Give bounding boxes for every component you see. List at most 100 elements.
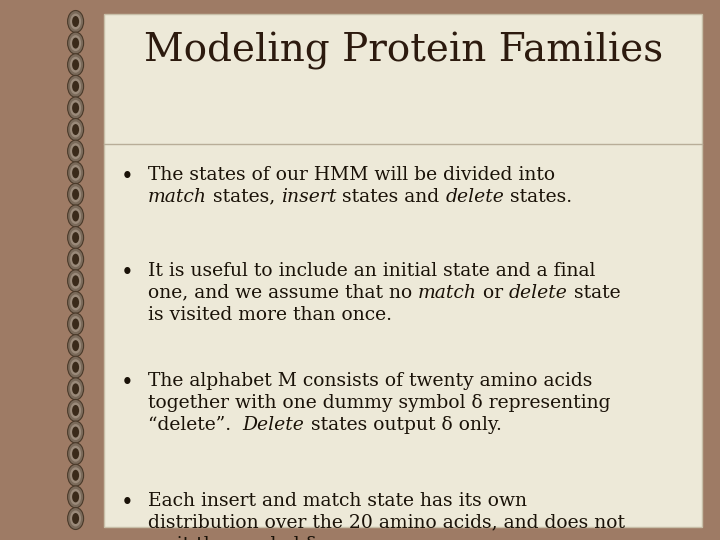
Ellipse shape	[68, 270, 84, 292]
Ellipse shape	[72, 491, 79, 502]
Text: states.: states.	[504, 187, 572, 206]
Text: Delete: Delete	[243, 415, 305, 434]
Ellipse shape	[70, 165, 81, 181]
Ellipse shape	[68, 292, 84, 313]
Ellipse shape	[70, 100, 81, 116]
Ellipse shape	[70, 57, 81, 73]
Ellipse shape	[72, 189, 79, 200]
Ellipse shape	[68, 248, 84, 270]
Text: match: match	[418, 284, 477, 301]
Ellipse shape	[72, 232, 79, 243]
Text: •: •	[120, 261, 133, 284]
Text: match: match	[148, 187, 207, 206]
Text: •: •	[120, 372, 133, 394]
Ellipse shape	[68, 443, 84, 465]
Ellipse shape	[72, 16, 79, 27]
Ellipse shape	[72, 340, 79, 351]
Ellipse shape	[68, 184, 84, 205]
Ellipse shape	[72, 81, 79, 92]
Text: emit the symbol δ.: emit the symbol δ.	[148, 536, 323, 540]
Text: Modeling Protein Families: Modeling Protein Families	[143, 31, 663, 70]
Ellipse shape	[70, 510, 81, 526]
Text: distribution over the 20 amino acids, and does not: distribution over the 20 amino acids, an…	[148, 514, 625, 531]
Ellipse shape	[68, 97, 84, 119]
Ellipse shape	[72, 124, 79, 135]
Ellipse shape	[68, 313, 84, 335]
Ellipse shape	[68, 508, 84, 530]
Ellipse shape	[72, 513, 79, 524]
Text: Each insert and match state has its own: Each insert and match state has its own	[148, 491, 526, 510]
FancyBboxPatch shape	[104, 14, 702, 526]
Ellipse shape	[72, 362, 79, 373]
Ellipse shape	[70, 381, 81, 397]
Text: •: •	[120, 491, 133, 514]
Ellipse shape	[68, 464, 84, 487]
Ellipse shape	[70, 143, 81, 159]
Ellipse shape	[68, 162, 84, 184]
Text: delete: delete	[446, 187, 504, 206]
Ellipse shape	[70, 402, 81, 418]
Ellipse shape	[72, 275, 79, 286]
Ellipse shape	[68, 75, 84, 97]
Text: one, and we assume that no: one, and we assume that no	[148, 284, 418, 301]
Ellipse shape	[70, 230, 81, 246]
Text: The states of our HMM will be divided into: The states of our HMM will be divided in…	[148, 165, 554, 184]
Ellipse shape	[68, 119, 84, 140]
Text: •: •	[120, 165, 133, 187]
Ellipse shape	[72, 319, 79, 329]
Ellipse shape	[72, 211, 79, 221]
Ellipse shape	[70, 14, 81, 30]
Ellipse shape	[72, 103, 79, 113]
Ellipse shape	[72, 405, 79, 416]
Ellipse shape	[72, 470, 79, 481]
Ellipse shape	[70, 446, 81, 462]
Ellipse shape	[70, 35, 81, 51]
Ellipse shape	[72, 297, 79, 308]
Ellipse shape	[68, 32, 84, 54]
Ellipse shape	[68, 421, 84, 443]
Ellipse shape	[72, 167, 79, 178]
Ellipse shape	[70, 186, 81, 202]
Text: states output δ only.: states output δ only.	[305, 415, 501, 434]
Ellipse shape	[68, 400, 84, 421]
Ellipse shape	[72, 254, 79, 265]
Ellipse shape	[68, 378, 84, 400]
Ellipse shape	[70, 208, 81, 224]
Text: states,: states,	[207, 187, 281, 206]
Text: is visited more than once.: is visited more than once.	[148, 306, 392, 323]
Ellipse shape	[68, 486, 84, 508]
Text: or: or	[477, 284, 509, 301]
Ellipse shape	[72, 448, 79, 459]
Ellipse shape	[68, 205, 84, 227]
Text: “delete”.: “delete”.	[148, 415, 243, 434]
Ellipse shape	[68, 335, 84, 356]
Ellipse shape	[72, 38, 79, 49]
Ellipse shape	[68, 227, 84, 248]
Ellipse shape	[72, 427, 79, 437]
Text: It is useful to include an initial state and a final: It is useful to include an initial state…	[148, 261, 595, 280]
Text: delete: delete	[509, 284, 568, 301]
Text: states and: states and	[336, 187, 446, 206]
Ellipse shape	[68, 140, 84, 162]
Ellipse shape	[70, 359, 81, 375]
Ellipse shape	[72, 383, 79, 394]
Ellipse shape	[70, 294, 81, 310]
Ellipse shape	[70, 424, 81, 440]
Ellipse shape	[70, 467, 81, 483]
Ellipse shape	[70, 122, 81, 138]
Text: The alphabet M consists of twenty amino acids: The alphabet M consists of twenty amino …	[148, 372, 592, 389]
Ellipse shape	[70, 338, 81, 354]
Ellipse shape	[70, 489, 81, 505]
Ellipse shape	[68, 10, 84, 32]
Ellipse shape	[68, 53, 84, 76]
Text: insert: insert	[281, 187, 336, 206]
Ellipse shape	[70, 251, 81, 267]
Ellipse shape	[70, 273, 81, 289]
Ellipse shape	[68, 356, 84, 378]
Ellipse shape	[70, 78, 81, 94]
Ellipse shape	[70, 316, 81, 332]
Ellipse shape	[72, 59, 79, 70]
Text: state: state	[568, 284, 621, 301]
Ellipse shape	[72, 146, 79, 157]
Text: together with one dummy symbol δ representing: together with one dummy symbol δ represe…	[148, 394, 610, 411]
